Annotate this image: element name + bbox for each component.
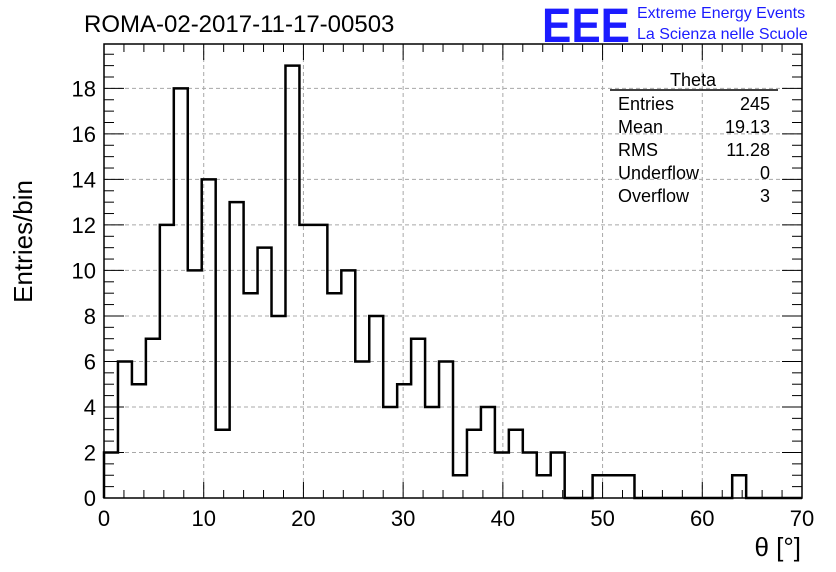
x-tick-label: 70 — [790, 506, 814, 531]
histogram-bin — [355, 361, 369, 498]
y-axis-label: Entries/bin — [8, 180, 38, 303]
histogram-outline — [102, 64, 802, 500]
stats-row-label: Mean — [618, 117, 663, 137]
histogram-bin — [188, 270, 202, 498]
histogram-bin — [341, 270, 355, 498]
x-axis-label: θ [°] — [754, 532, 801, 562]
x-tick-label: 50 — [590, 506, 614, 531]
y-tick-label: 8 — [84, 304, 96, 329]
histogram-bin — [244, 293, 258, 498]
histogram-bin — [523, 452, 537, 498]
histogram-bin — [509, 430, 523, 498]
logo-mark: EEE — [542, 0, 630, 53]
y-tick-label: 6 — [84, 349, 96, 374]
histogram-bin — [495, 452, 509, 498]
stats-box: Theta Entries 245 Mean 19.13 RMS 11.28 Underfl… — [610, 70, 778, 206]
x-tick-label: 0 — [98, 506, 110, 531]
stats-row-value: 19.13 — [725, 117, 770, 137]
y-tick-label: 10 — [72, 258, 96, 283]
histogram-bin — [174, 88, 188, 498]
logo-line-1: Extreme Energy Events — [637, 5, 805, 22]
stats-row-value: 11.28 — [726, 140, 770, 160]
histogram-bin — [439, 361, 453, 498]
y-tick-label: 18 — [72, 76, 96, 101]
y-tick-label: 4 — [84, 395, 96, 420]
histogram-bin — [146, 339, 160, 498]
y-tick-label: 16 — [72, 122, 96, 147]
x-tick-label: 40 — [491, 506, 515, 531]
y-tick-label: 0 — [84, 486, 96, 511]
plot-frame — [103, 43, 803, 499]
stats-rows: Entries 245 Mean 19.13 RMS 11.28 Underflow 0 Ove… — [618, 94, 770, 206]
histogram-bin — [327, 293, 341, 498]
histogram-bin — [593, 475, 607, 498]
x-tick-label: 60 — [690, 506, 714, 531]
histogram-bin — [258, 248, 272, 498]
histogram-bin — [467, 430, 481, 498]
stats-row-label: Entries — [618, 94, 674, 114]
stats-row-label: RMS — [618, 140, 658, 160]
y-tick-label: 12 — [72, 213, 96, 238]
histogram-bin — [732, 475, 746, 498]
histogram-bin — [453, 475, 467, 498]
stats-row-label: Underflow — [618, 163, 700, 183]
stats-row-value: 3 — [760, 186, 770, 206]
y-tick-label: 14 — [72, 167, 96, 192]
histogram-bin — [230, 202, 244, 498]
x-tick-label: 20 — [291, 506, 315, 531]
histogram-bin — [285, 66, 299, 498]
stats-row-label: Overflow — [618, 186, 690, 206]
histogram-bin — [411, 339, 425, 498]
histogram-bin — [118, 361, 132, 498]
logo-line-2: La Scienza nelle Scuole — [637, 26, 808, 43]
stats-row-value: 245 — [740, 94, 770, 114]
histogram-bin — [132, 384, 146, 498]
y-tick-label: 2 — [84, 440, 96, 465]
stats-row-value: 0 — [760, 163, 770, 183]
grid-lines — [104, 44, 802, 498]
histogram-bin — [216, 430, 230, 498]
logo: EEE Extreme Energy Events La Scienza nel… — [542, 0, 808, 53]
x-tick-label: 10 — [191, 506, 215, 531]
histogram-bin — [537, 475, 551, 498]
x-tick-label: 30 — [391, 506, 415, 531]
histogram-bin — [397, 384, 411, 498]
chart-title: ROMA-02-2017-11-17-00503 — [84, 11, 394, 38]
stats-title: Theta — [670, 70, 717, 90]
histogram-bin — [607, 475, 621, 498]
